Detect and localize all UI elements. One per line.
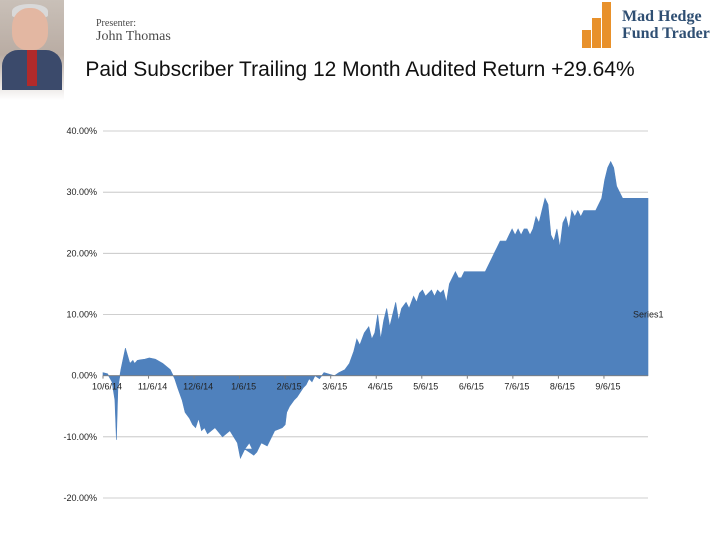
y-axis-ticks: 40.00% 30.00% 20.00% 10.00% 0.00% -10.00% -20.… xyxy=(63,126,97,503)
brand-logo: Mad Hedge Fund Trader xyxy=(582,2,720,50)
presenter-label: Presenter: xyxy=(96,18,136,29)
logo-bars-icon xyxy=(582,2,620,48)
slide-title: Paid Subscriber Trailing 12 Month Audite… xyxy=(85,58,635,81)
y-tick-label: 10.00% xyxy=(66,310,97,320)
x-tick-label: 2/6/15 xyxy=(277,382,302,392)
presenter-tie xyxy=(27,50,37,86)
y-tick-label: 20.00% xyxy=(66,248,97,258)
y-tick-label: 30.00% xyxy=(66,187,97,197)
slide-header: Presenter: John Thomas Mad Hedge Fund Tr… xyxy=(0,0,720,100)
x-tick-label: 10/6/14 xyxy=(92,382,122,392)
x-tick-label: 7/6/15 xyxy=(504,382,529,392)
x-tick-label: 1/6/15 xyxy=(231,382,256,392)
brand-name: Mad Hedge Fund Trader xyxy=(622,8,710,42)
x-axis-ticks: 10/6/14 11/6/14 12/6/14 1/6/15 2/6/15 3/6/15 4… xyxy=(92,375,620,392)
y-tick-label: -20.00% xyxy=(63,493,97,503)
y-tick-label: -10.00% xyxy=(63,432,97,442)
x-tick-label: 3/6/15 xyxy=(322,382,347,392)
x-tick-label: 4/6/15 xyxy=(368,382,393,392)
logo-bar xyxy=(592,18,601,48)
y-tick-label: 0.00% xyxy=(71,371,97,381)
logo-bar xyxy=(602,2,611,48)
x-tick-label: 8/6/15 xyxy=(550,382,575,392)
x-tick-label: 11/6/14 xyxy=(138,382,167,392)
x-tick-label: 6/6/15 xyxy=(459,382,484,392)
series-area xyxy=(102,160,649,460)
presenter-photo xyxy=(0,0,64,100)
x-tick-label: 9/6/15 xyxy=(595,382,620,392)
x-tick-label: 5/6/15 xyxy=(413,382,438,392)
y-tick-label: 40.00% xyxy=(66,126,97,136)
x-tick-label: 12/6/14 xyxy=(183,382,213,392)
presenter-block: Presenter: John Thomas xyxy=(96,18,171,45)
brand-line-2: Fund Trader xyxy=(622,25,710,42)
presenter-face xyxy=(12,8,48,50)
logo-bar xyxy=(582,30,591,48)
presenter-name: John Thomas xyxy=(96,29,171,44)
brand-line-1: Mad Hedge xyxy=(622,8,702,25)
legend-series-name: Series1 xyxy=(633,310,664,320)
